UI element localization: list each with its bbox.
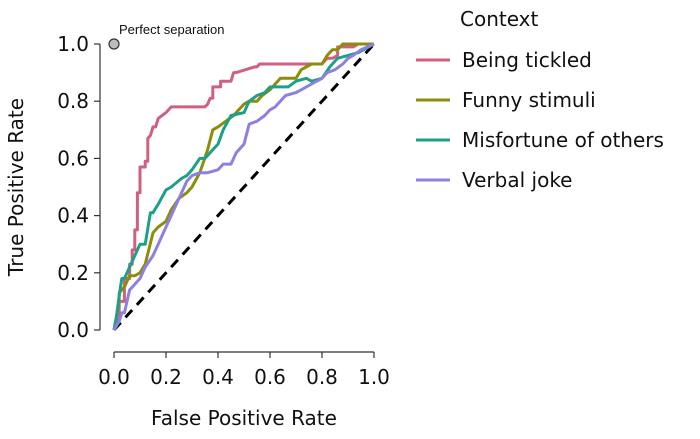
legend: Context Being tickled Funny stimuli Misfor…	[416, 7, 664, 192]
series-layer	[112, 42, 375, 331]
axes: 0.0 0.2 0.4 0.6 0.8 1.0 0.0 0.2 0.4 0.6 0.8 1.0	[57, 32, 390, 389]
y-ticks: 0.0 0.2 0.4 0.6 0.8 1.0	[57, 32, 100, 342]
x-tick-label: 0.8	[306, 365, 338, 389]
x-tick-label: 0.4	[202, 365, 234, 389]
x-tick-label: 1.0	[358, 365, 390, 389]
y-tick-label: 0.6	[57, 146, 89, 170]
legend-label-funny-stimuli: Funny stimuli	[462, 88, 596, 112]
perfect-separation-marker	[108, 38, 120, 50]
x-tick-label: 0.6	[254, 365, 286, 389]
legend-label-verbal-joke: Verbal joke	[462, 168, 573, 192]
x-tick-label: 0.2	[150, 365, 182, 389]
x-ticks: 0.0 0.2 0.4 0.6 0.8 1.0	[98, 352, 390, 389]
series-line-verbal-joke	[112, 42, 375, 331]
y-tick-label: 0.8	[57, 89, 89, 113]
legend-label-misfortune-of-others: Misfortune of others	[462, 128, 664, 152]
y-tick-label: 0.0	[57, 318, 89, 342]
y-tick-label: 0.2	[57, 261, 89, 285]
legend-title: Context	[460, 7, 539, 31]
chance-diagonal-line	[112, 42, 376, 332]
y-axis-title: True Positive Rate	[4, 98, 28, 277]
perfect-separation-label: Perfect separation	[119, 22, 225, 37]
legend-label-being-tickled: Being tickled	[462, 48, 592, 72]
series-line-misfortune-of-others	[112, 42, 375, 331]
plot-area: Perfect separation	[108, 22, 376, 332]
x-tick-label: 0.0	[98, 365, 130, 389]
y-tick-label: 1.0	[57, 32, 89, 56]
x-axis-title: False Positive Rate	[151, 406, 337, 430]
legend-items: Being tickled Funny stimuli Misfortune of …	[416, 48, 664, 192]
y-tick-label: 0.4	[57, 204, 89, 228]
